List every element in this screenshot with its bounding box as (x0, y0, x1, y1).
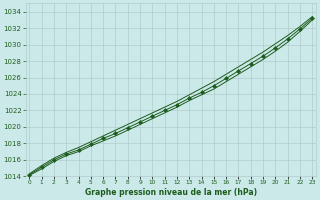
X-axis label: Graphe pression niveau de la mer (hPa): Graphe pression niveau de la mer (hPa) (85, 188, 257, 197)
